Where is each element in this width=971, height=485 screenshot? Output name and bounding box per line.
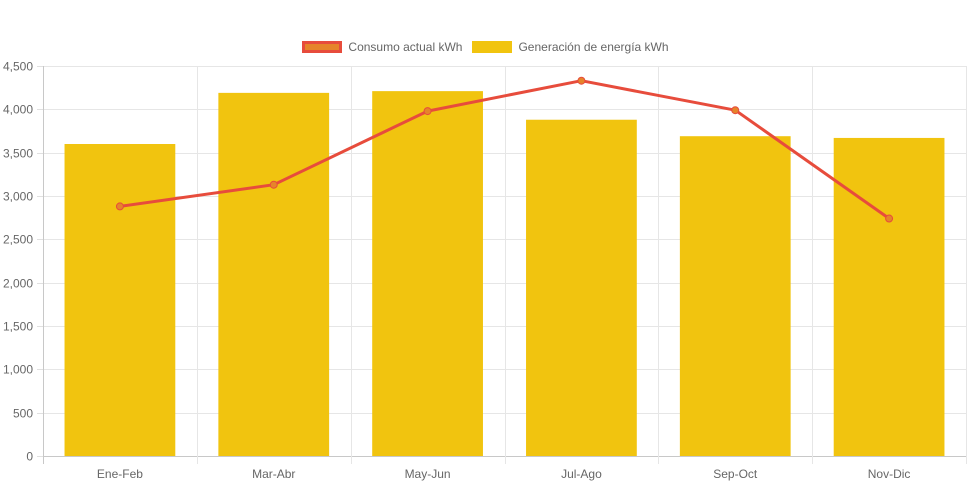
- legend-swatch-generacion: [472, 41, 513, 53]
- y-tick-label: 2,000: [3, 277, 33, 291]
- y-tick-label: 500: [13, 407, 33, 421]
- legend-item-generacion[interactable]: Generación de energía kWh: [472, 40, 669, 54]
- y-tick-label: 4,000: [3, 103, 33, 117]
- x-tick-label: Nov-Dic: [868, 467, 911, 481]
- y-tick-label: 2,500: [3, 233, 33, 247]
- bar-generacion-jul-ago[interactable]: [526, 119, 637, 456]
- legend-item-consumo[interactable]: Consumo actual kWh: [302, 40, 462, 54]
- x-tick-label: Jul-Ago: [561, 467, 602, 481]
- point-consumo-jul-ago[interactable]: [577, 76, 586, 85]
- y-tick-label: 4,500: [3, 60, 33, 74]
- bar-generacion-mar-abr[interactable]: [218, 92, 330, 456]
- x-tick-label: Mar-Abr: [252, 467, 295, 481]
- y-tick-label: 1,500: [3, 320, 33, 334]
- legend: Consumo actual kWh Generación de energía…: [0, 40, 971, 54]
- point-consumo-nov-dic[interactable]: [885, 214, 894, 223]
- point-consumo-sep-oct[interactable]: [731, 106, 740, 115]
- bar-generacion-nov-dic[interactable]: [833, 137, 945, 456]
- bar-generacion-may-jun[interactable]: [372, 91, 483, 456]
- legend-label-generacion: Generación de energía kWh: [518, 40, 669, 54]
- y-tick-label: 3,500: [3, 147, 33, 161]
- point-consumo-ene-feb[interactable]: [115, 202, 124, 211]
- bar-generacion-sep-oct[interactable]: [679, 136, 791, 456]
- y-tick-label: 0: [26, 450, 33, 464]
- y-tick-label: 3,000: [3, 190, 33, 204]
- point-consumo-mar-abr[interactable]: [269, 180, 278, 189]
- legend-label-consumo: Consumo actual kWh: [348, 40, 463, 54]
- bar-generacion-ene-feb[interactable]: [64, 144, 176, 456]
- legend-swatch-consumo: [302, 41, 343, 53]
- y-tick-label: 1,000: [3, 363, 33, 377]
- point-consumo-may-jun[interactable]: [423, 107, 432, 116]
- x-tick-label: Sep-Oct: [713, 467, 758, 481]
- x-tick-label: May-Jun: [405, 467, 451, 481]
- line-consumo: [119, 79, 890, 220]
- x-tick-label: Ene-Feb: [97, 467, 143, 481]
